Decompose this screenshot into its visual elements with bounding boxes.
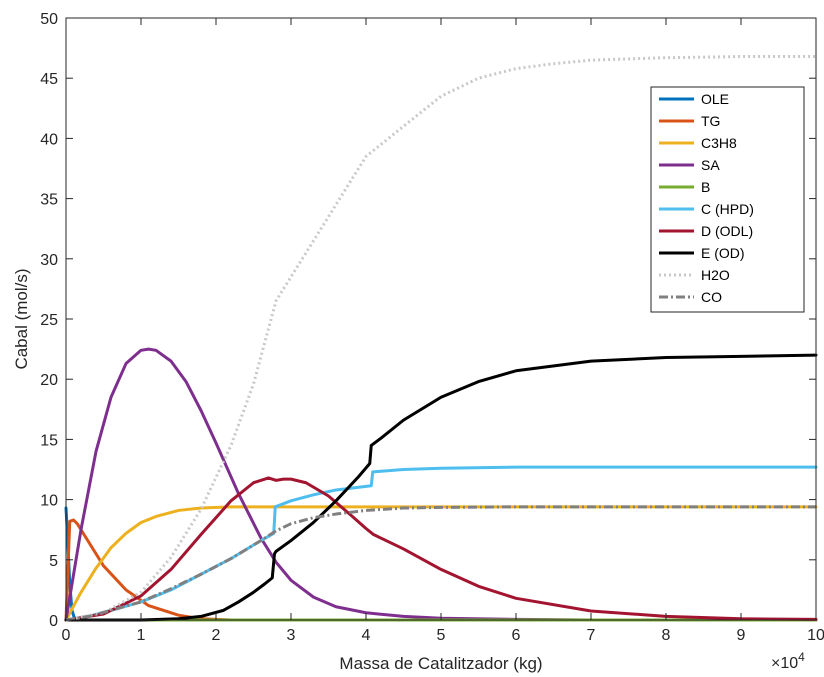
legend-label: TG [701,113,720,129]
x-axis-exponent-base: ×10 [771,655,798,672]
x-tick-label: 5 [437,627,446,644]
x-axis-exponent: ×104 [771,650,805,672]
y-tick-label: 15 [40,432,58,449]
x-tick-label: 6 [512,627,521,644]
series-line-h2o [65,55,816,622]
legend-label: B [701,179,710,195]
x-tick-label: 3 [287,627,296,644]
y-tick-label: 10 [40,493,58,510]
y-tick-label: 25 [40,312,58,329]
legend-label: CO [701,289,722,305]
x-tick-label: 4 [362,627,371,644]
series-layer [64,55,818,622]
x-tick-label: 9 [737,627,746,644]
legend-box [650,86,805,313]
y-tick-label: 50 [40,11,58,28]
series-line-ole [64,506,77,622]
x-tick-label: 8 [662,627,671,644]
legend: OLE TG C3H8 SA B C (HPD) D (ODL) E (OD) H2O CO [650,86,805,313]
x-tick-label: 10 [807,627,824,644]
legend-label: D (ODL) [701,223,753,239]
y-tick-label: 35 [40,192,58,209]
x-tick-label: 1 [137,627,146,644]
x-tick-label: 0 [62,627,71,644]
legend-label: E (OD) [701,245,745,261]
x-tick-label: 7 [587,627,596,644]
y-axis: 0 5 10 15 20 25 30 35 40 45 50 [40,11,816,630]
legend-label: SA [701,157,720,173]
series-line-e-od [64,353,818,622]
y-tick-label: 30 [40,252,58,269]
series-line-c3h8 [64,505,818,622]
series-line-d-odl [64,476,818,622]
legend-label: C (HPD) [701,201,754,217]
y-tick-label: 0 [49,613,58,630]
y-tick-label: 5 [49,553,58,570]
x-axis: 0 1 2 3 4 5 6 7 8 9 10 [62,18,824,644]
y-tick-label: 20 [40,372,58,389]
x-axis-label: Massa de Catalitzador (kg) [339,654,542,673]
series-line-co [65,505,816,622]
y-tick-label: 40 [40,131,58,148]
y-tick-label: 45 [40,71,58,88]
legend-label: C3H8 [701,135,737,151]
x-tick-label: 2 [212,627,221,644]
x-axis-exponent-power: 4 [798,650,805,664]
y-axis-label: Cabal (mol/s) [12,268,31,369]
legend-label: OLE [701,91,729,107]
legend-label: H2O [701,267,730,283]
